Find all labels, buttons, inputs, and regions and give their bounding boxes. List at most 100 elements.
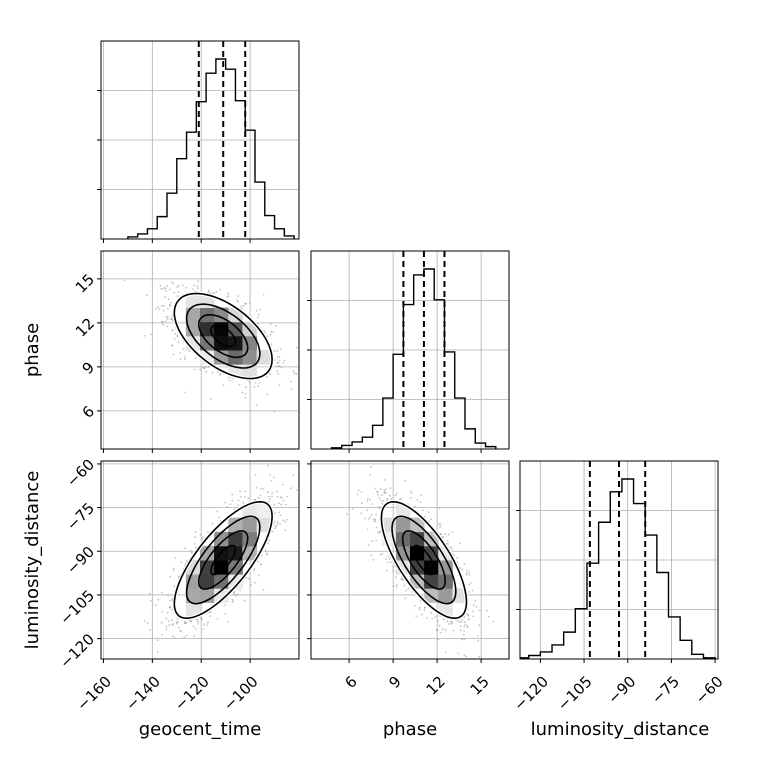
- density-cell: [185, 307, 201, 323]
- sample-point: [193, 284, 196, 287]
- sample-point: [450, 623, 453, 625]
- sample-point: [145, 294, 148, 297]
- sample-point: [423, 606, 426, 609]
- sample-point: [261, 554, 263, 557]
- density-cell: [424, 545, 439, 561]
- sample-point: [161, 591, 163, 594]
- sample-point: [184, 547, 186, 550]
- sample-point: [274, 527, 276, 530]
- sample-point: [276, 349, 279, 352]
- tick-label-x: 12: [423, 672, 449, 698]
- sample-point: [410, 492, 413, 494]
- sample-point: [276, 490, 278, 493]
- sample-point: [418, 608, 421, 611]
- sample-point: [239, 589, 241, 592]
- sample-point: [271, 495, 273, 498]
- sample-point: [270, 330, 273, 333]
- sample-point: [466, 626, 469, 629]
- sample-point: [177, 284, 180, 287]
- sample-point: [277, 361, 280, 364]
- density-cell: [424, 574, 439, 589]
- sample-point: [383, 492, 386, 495]
- sample-point: [169, 575, 172, 578]
- sample-point: [237, 295, 239, 297]
- sample-point: [275, 325, 277, 327]
- sample-point: [229, 379, 231, 382]
- sample-point: [487, 615, 490, 618]
- sample-point: [202, 367, 205, 369]
- sample-point: [270, 479, 273, 482]
- sample-point: [364, 517, 367, 520]
- sample-point: [239, 490, 242, 493]
- sample-point: [471, 589, 474, 592]
- sample-point: [268, 373, 271, 376]
- sample-point: [160, 621, 163, 624]
- sample-point: [272, 331, 274, 333]
- sample-point: [414, 604, 416, 607]
- sample-point: [386, 561, 389, 564]
- sample-point: [468, 571, 470, 573]
- sample-point: [247, 497, 250, 500]
- sample-point: [194, 627, 197, 630]
- sample-point: [197, 620, 200, 623]
- sample-point: [241, 391, 244, 394]
- sample-point: [172, 282, 175, 285]
- sample-point: [237, 301, 240, 303]
- sample-point: [360, 491, 363, 493]
- sample-point: [471, 610, 474, 613]
- sample-point: [463, 630, 465, 632]
- sample-point: [382, 500, 385, 503]
- sample-point: [476, 635, 479, 637]
- sample-point: [468, 591, 470, 593]
- sample-point: [267, 542, 269, 545]
- sample-point: [172, 623, 175, 625]
- sample-point: [174, 332, 177, 335]
- sample-point: [296, 489, 299, 492]
- panel-frame: [310, 250, 510, 450]
- sample-point: [257, 316, 259, 319]
- ylabel-phase: phase: [22, 323, 43, 377]
- sample-point: [255, 309, 258, 312]
- sample-point: [182, 347, 185, 350]
- density-cell: [438, 560, 453, 575]
- sample-point: [243, 599, 246, 602]
- sample-point: [270, 343, 273, 345]
- sample-point: [235, 595, 237, 597]
- sample-point: [201, 537, 204, 540]
- sample-point: [194, 546, 197, 549]
- sample-point: [448, 533, 450, 536]
- density-cell: [200, 545, 215, 561]
- density-cell: [228, 517, 243, 533]
- sample-point: [474, 599, 477, 602]
- sample-point: [176, 286, 179, 289]
- sample-point: [166, 325, 169, 328]
- sample-point: [465, 572, 468, 574]
- sample-point: [267, 500, 270, 503]
- sample-point: [390, 498, 392, 500]
- sample-point: [284, 503, 287, 506]
- sample-point: [375, 539, 378, 542]
- sample-point: [419, 599, 422, 602]
- sample-point: [384, 492, 387, 494]
- sample-point: [164, 296, 167, 299]
- sample-point: [285, 518, 288, 521]
- sample-point: [165, 617, 168, 620]
- sample-point: [485, 609, 488, 612]
- sample-point: [444, 533, 446, 535]
- panel-content: [311, 251, 509, 449]
- sample-point: [377, 493, 379, 496]
- sample-point: [403, 584, 406, 587]
- tick-label-y: −120: [56, 630, 98, 672]
- sample-point: [209, 292, 212, 294]
- sample-point: [165, 320, 168, 323]
- sample-point: [423, 515, 426, 518]
- sample-point: [381, 502, 384, 505]
- density-cell: [228, 531, 243, 547]
- sample-point: [478, 609, 481, 611]
- histogram-step-geocent_time: [127, 58, 295, 239]
- sample-point: [427, 511, 430, 514]
- sample-point: [437, 638, 440, 641]
- sample-point: [209, 615, 212, 618]
- tick-label-y: −75: [63, 499, 98, 534]
- sample-point: [176, 335, 179, 338]
